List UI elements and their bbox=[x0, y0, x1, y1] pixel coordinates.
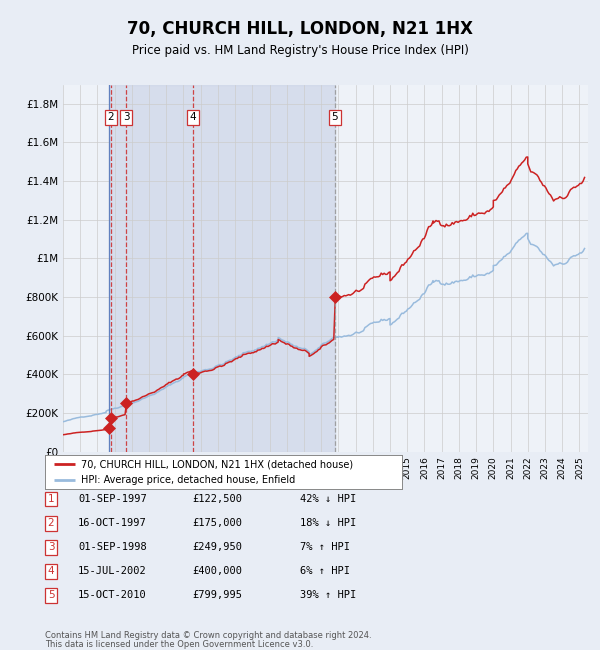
Text: £400,000: £400,000 bbox=[192, 566, 242, 577]
Text: 39% ↑ HPI: 39% ↑ HPI bbox=[300, 590, 356, 601]
Text: Price paid vs. HM Land Registry's House Price Index (HPI): Price paid vs. HM Land Registry's House … bbox=[131, 44, 469, 57]
Text: 2: 2 bbox=[47, 518, 55, 528]
Text: 5: 5 bbox=[331, 112, 338, 122]
Text: 3: 3 bbox=[47, 542, 55, 552]
Text: 16-OCT-1997: 16-OCT-1997 bbox=[78, 518, 147, 528]
Text: £175,000: £175,000 bbox=[192, 518, 242, 528]
Text: 5: 5 bbox=[47, 590, 55, 601]
Text: 1: 1 bbox=[47, 494, 55, 504]
Text: 18% ↓ HPI: 18% ↓ HPI bbox=[300, 518, 356, 528]
Text: 7% ↑ HPI: 7% ↑ HPI bbox=[300, 542, 350, 552]
Text: Contains HM Land Registry data © Crown copyright and database right 2024.: Contains HM Land Registry data © Crown c… bbox=[45, 631, 371, 640]
Text: 2: 2 bbox=[108, 112, 115, 122]
Text: 15-JUL-2002: 15-JUL-2002 bbox=[78, 566, 147, 577]
Bar bbox=[109, 84, 335, 452]
Text: 70, CHURCH HILL, LONDON, N21 1HX: 70, CHURCH HILL, LONDON, N21 1HX bbox=[127, 20, 473, 38]
Text: 4: 4 bbox=[190, 112, 196, 122]
Text: 3: 3 bbox=[123, 112, 130, 122]
Text: 01-SEP-1997: 01-SEP-1997 bbox=[78, 494, 147, 504]
Text: 15-OCT-2010: 15-OCT-2010 bbox=[78, 590, 147, 601]
Text: 4: 4 bbox=[47, 566, 55, 577]
Text: HPI: Average price, detached house, Enfield: HPI: Average price, detached house, Enfi… bbox=[80, 474, 295, 485]
Text: 70, CHURCH HILL, LONDON, N21 1HX (detached house): 70, CHURCH HILL, LONDON, N21 1HX (detach… bbox=[80, 459, 353, 469]
Text: £122,500: £122,500 bbox=[192, 494, 242, 504]
Text: £799,995: £799,995 bbox=[192, 590, 242, 601]
Text: 42% ↓ HPI: 42% ↓ HPI bbox=[300, 494, 356, 504]
Text: £249,950: £249,950 bbox=[192, 542, 242, 552]
Text: 6% ↑ HPI: 6% ↑ HPI bbox=[300, 566, 350, 577]
Text: This data is licensed under the Open Government Licence v3.0.: This data is licensed under the Open Gov… bbox=[45, 640, 313, 649]
Text: 01-SEP-1998: 01-SEP-1998 bbox=[78, 542, 147, 552]
